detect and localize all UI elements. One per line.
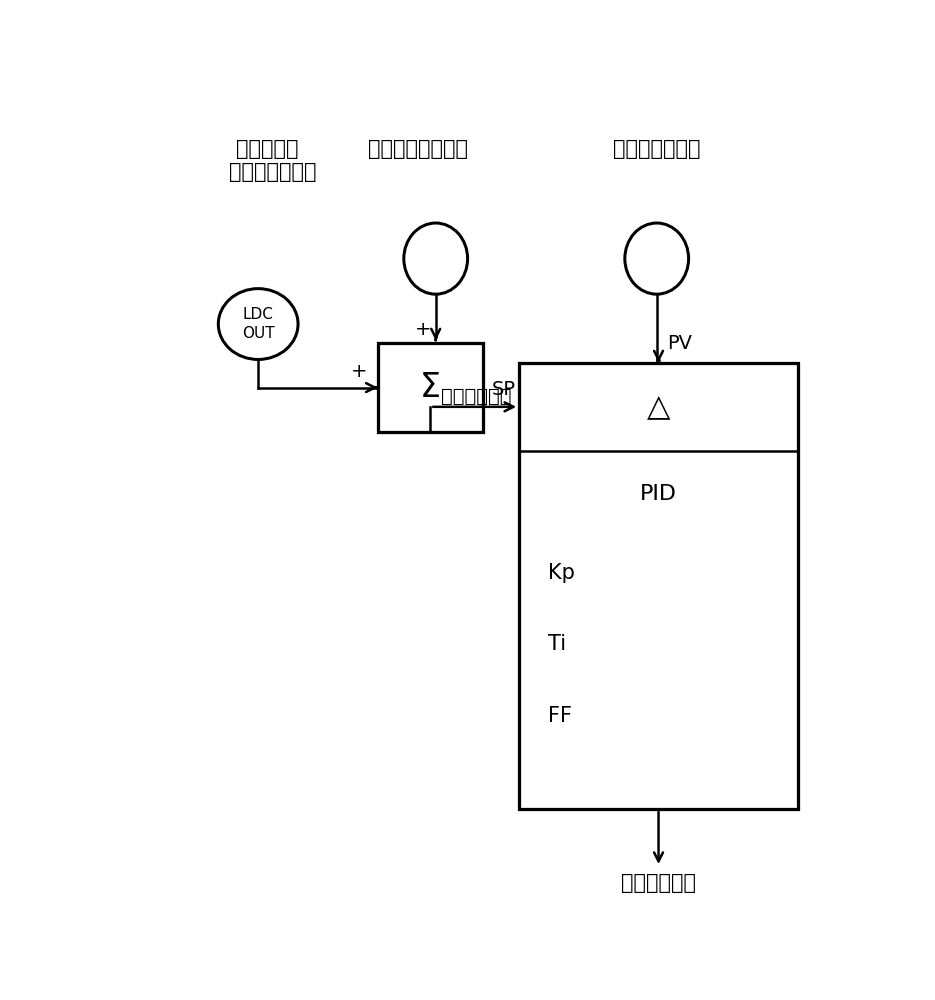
Bar: [519, 363, 798, 809]
Text: Σ: Σ: [420, 371, 440, 404]
Text: 汽机主控输出: 汽机主控输出: [621, 873, 696, 893]
Text: +: +: [352, 362, 367, 381]
Text: 机组负荷指令: 机组负荷指令: [441, 387, 511, 406]
Text: 负荷指令值: 负荷指令值: [237, 139, 299, 159]
Text: 一次调频负荷增量: 一次调频负荷增量: [367, 139, 468, 159]
Text: Kp: Kp: [548, 563, 575, 583]
Text: SP: SP: [492, 380, 515, 399]
Text: PV: PV: [668, 334, 692, 353]
Text: +: +: [414, 320, 431, 339]
Text: （一次调频前）: （一次调频前）: [229, 162, 317, 182]
Bar: [378, 343, 482, 432]
Text: LDC
OUT: LDC OUT: [242, 307, 275, 341]
Text: △: △: [647, 392, 670, 421]
Text: Ti: Ti: [548, 634, 567, 654]
Text: FF: FF: [548, 706, 572, 726]
Text: 机组实际功率值: 机组实际功率值: [613, 139, 700, 159]
Text: PID: PID: [640, 484, 677, 504]
